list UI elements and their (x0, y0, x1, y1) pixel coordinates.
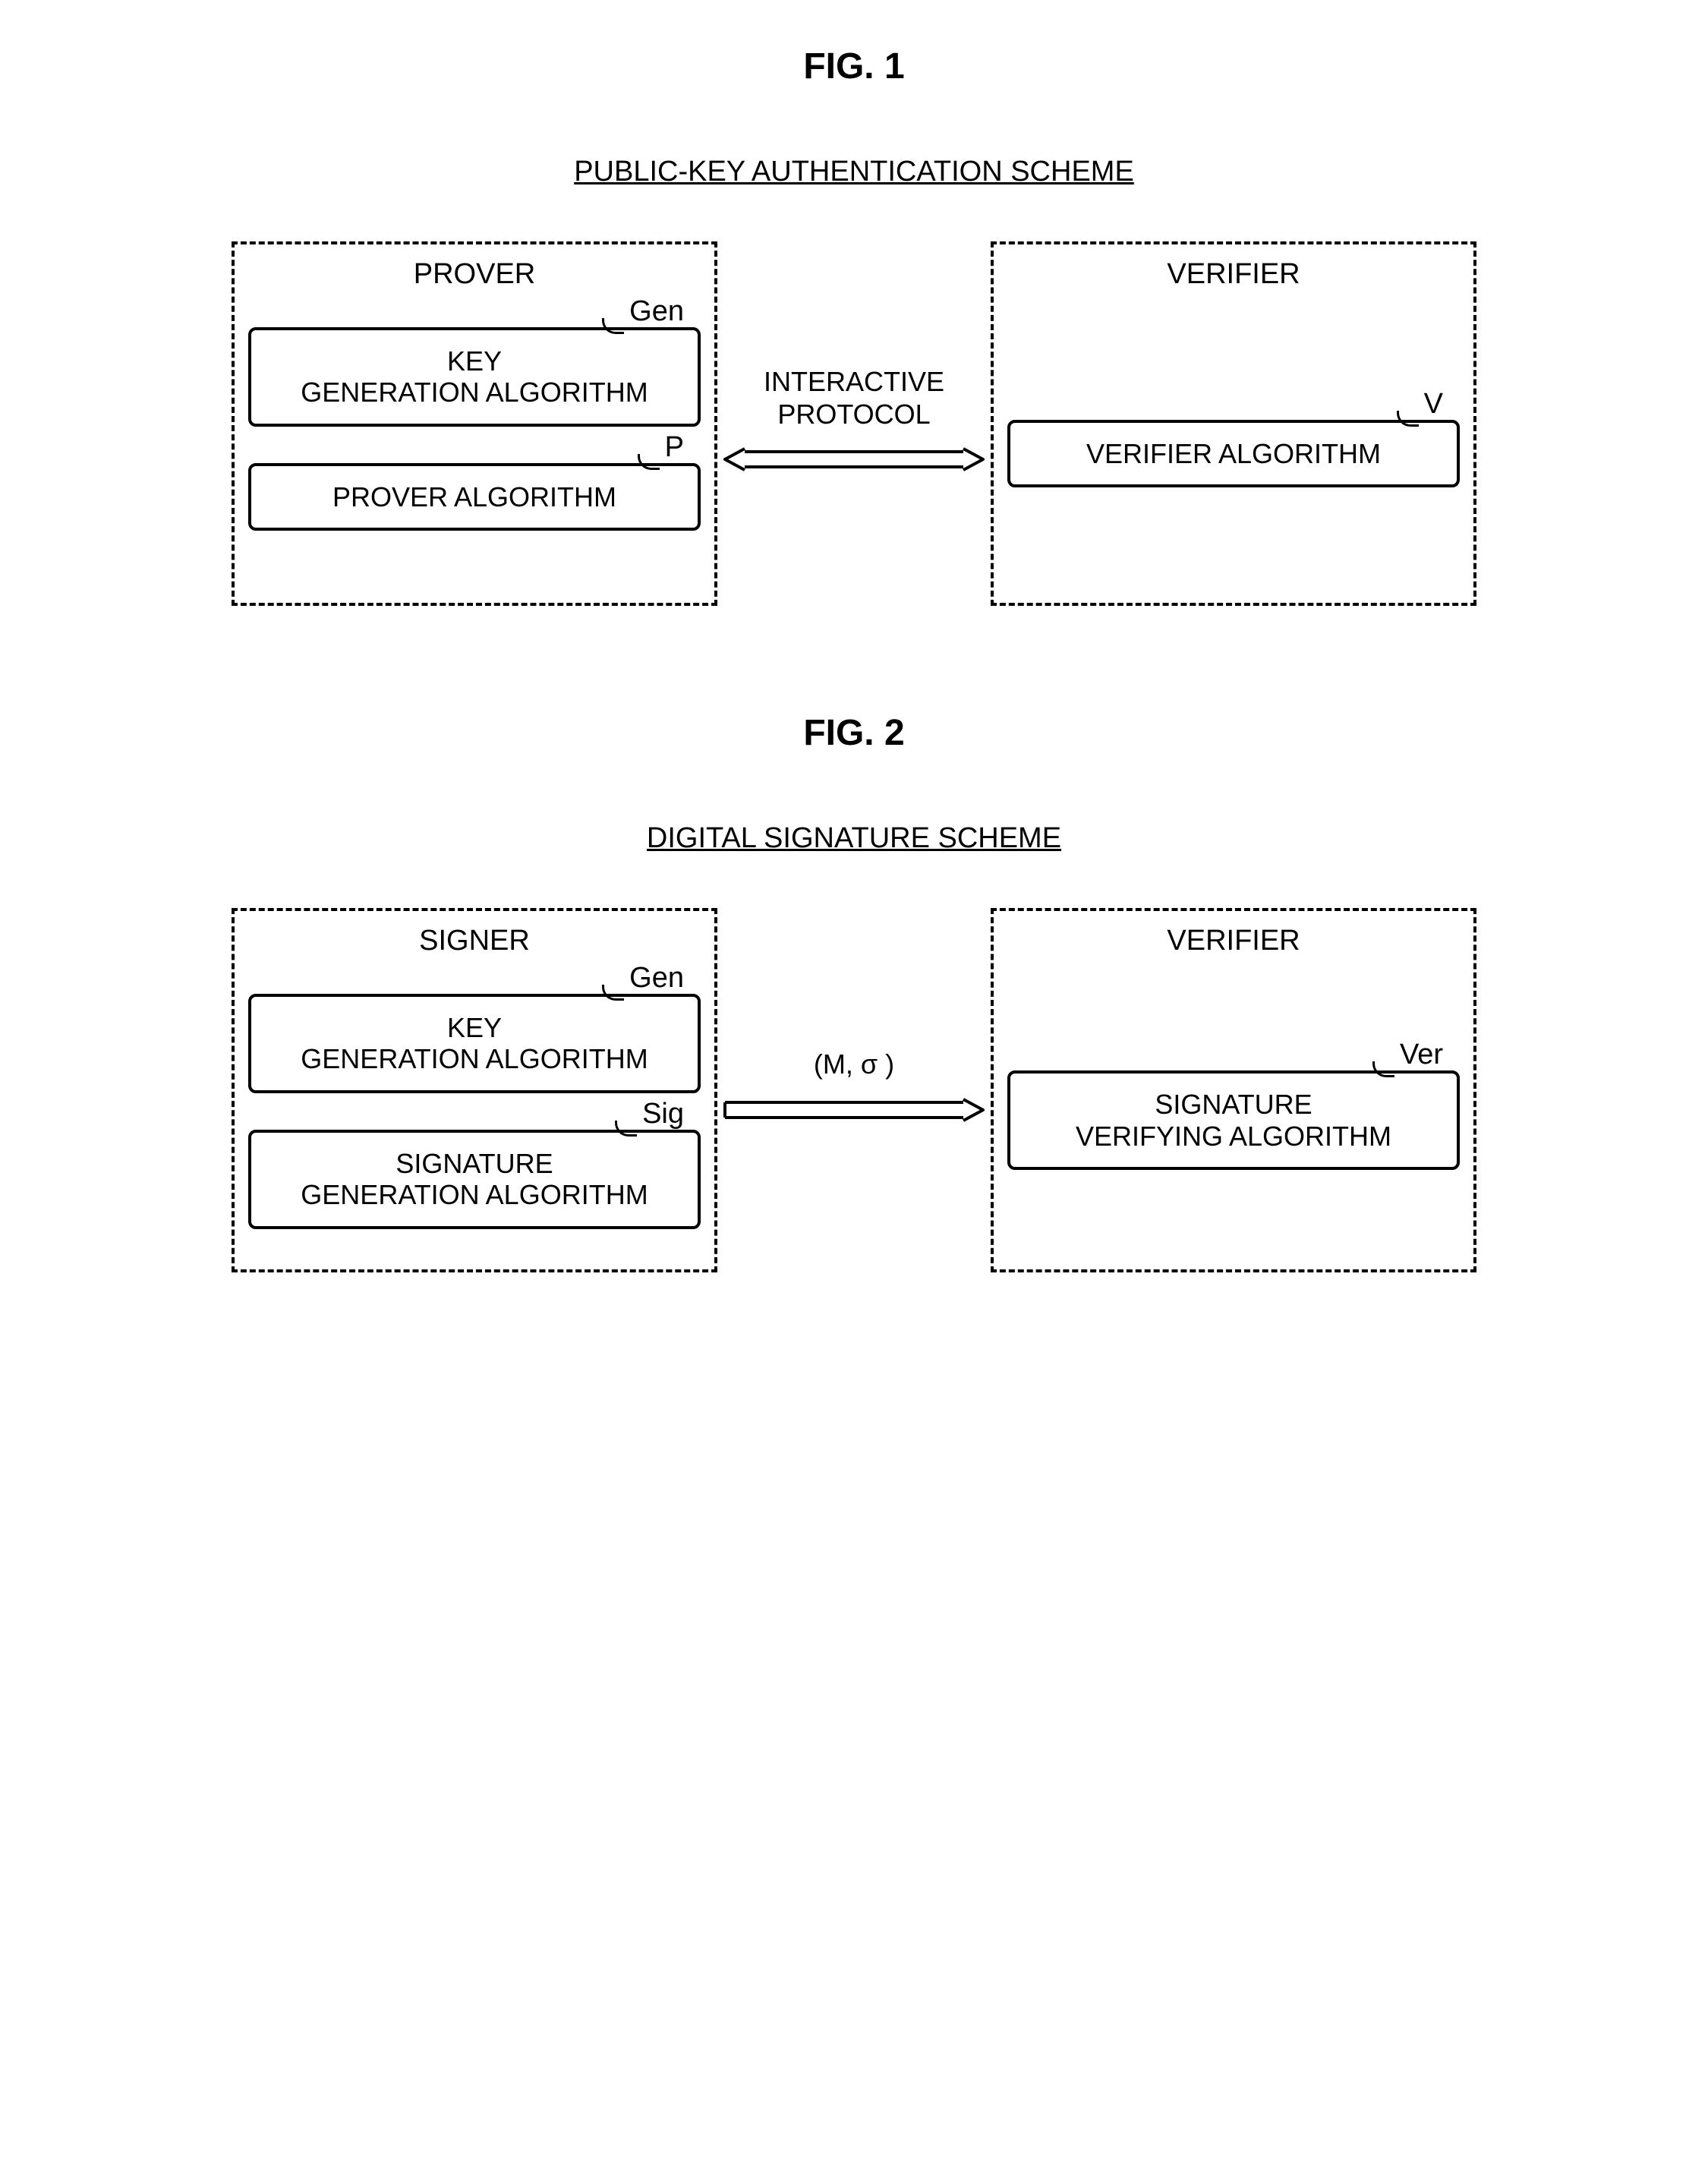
fig2-arrow-label: (M, σ ) (814, 1048, 894, 1080)
fig2-scheme-title: DIGITAL SIGNATURE SCHEME (68, 822, 1640, 855)
fig2-ver-label: Ver (1400, 1039, 1443, 1072)
fig2-keygen-text: KEYGENERATION ALGORITHM (301, 1012, 648, 1074)
fig2-single-arrow-icon (717, 1087, 991, 1133)
fig1-diagram-row: PROVER Gen KEYGENERATION ALGORITHM P PRO… (68, 241, 1640, 606)
fig1-title: FIG. 1 (68, 46, 1640, 87)
fig2-verifier-box: VERIFIER Ver SIGNATUREVERIFYING ALGORITH… (991, 908, 1476, 1272)
fig1-verifier-algo-box: V VERIFIER ALGORITHM (1007, 420, 1460, 487)
fig1-prover-algo-box: P PROVER ALGORITHM (248, 463, 701, 531)
fig1-double-arrow-icon (717, 437, 991, 482)
fig1-verifier-algo-text: VERIFIER ALGORITHM (1086, 438, 1381, 469)
fig1-scheme-title: PUBLIC-KEY AUTHENTICATION SCHEME (68, 156, 1640, 188)
fig2-sigverify-text: SIGNATUREVERIFYING ALGORITHM (1076, 1089, 1391, 1151)
fig1-arrow-label: INTERACTIVEPROTOCOL (764, 365, 944, 430)
fig1-keygen-text: KEYGENERATION ALGORITHM (301, 345, 648, 408)
fig1-prover-box: PROVER Gen KEYGENERATION ALGORITHM P PRO… (232, 241, 717, 606)
fig1-p-label: P (665, 431, 684, 465)
fig2-signer-box: SIGNER Gen KEYGENERATION ALGORITHM Sig S… (232, 908, 717, 1272)
fig2-sigverify-box: Ver SIGNATUREVERIFYING ALGORITHM (1007, 1070, 1460, 1170)
fig2-siggen-box: Sig SIGNATUREGENERATION ALGORITHM (248, 1130, 701, 1229)
fig1-gen-label: Gen (629, 295, 684, 329)
fig1-arrow-col: INTERACTIVEPROTOCOL (717, 365, 991, 482)
fig2-siggen-text: SIGNATUREGENERATION ALGORITHM (301, 1148, 648, 1210)
fig2-sig-label: Sig (642, 1098, 684, 1131)
fig2-arrow-col: (M, σ ) (717, 1048, 991, 1132)
fig2-signer-title: SIGNER (248, 925, 701, 957)
fig1-v-label: V (1424, 388, 1443, 421)
fig2-title: FIG. 2 (68, 712, 1640, 754)
fig1-verifier-title: VERIFIER (1007, 258, 1460, 291)
fig2-keygen-box: Gen KEYGENERATION ALGORITHM (248, 994, 701, 1093)
fig1-keygen-box: Gen KEYGENERATION ALGORITHM (248, 327, 701, 427)
fig1-prover-algo-text: PROVER ALGORITHM (332, 481, 616, 512)
fig2-diagram-row: SIGNER Gen KEYGENERATION ALGORITHM Sig S… (68, 908, 1640, 1272)
fig2-gen-label: Gen (629, 962, 684, 995)
fig1-prover-title: PROVER (248, 258, 701, 291)
figure-2: FIG. 2 DIGITAL SIGNATURE SCHEME SIGNER G… (68, 712, 1640, 1272)
fig1-verifier-box: VERIFIER V VERIFIER ALGORITHM (991, 241, 1476, 606)
fig2-verifier-title: VERIFIER (1007, 925, 1460, 957)
figure-1: FIG. 1 PUBLIC-KEY AUTHENTICATION SCHEME … (68, 46, 1640, 606)
